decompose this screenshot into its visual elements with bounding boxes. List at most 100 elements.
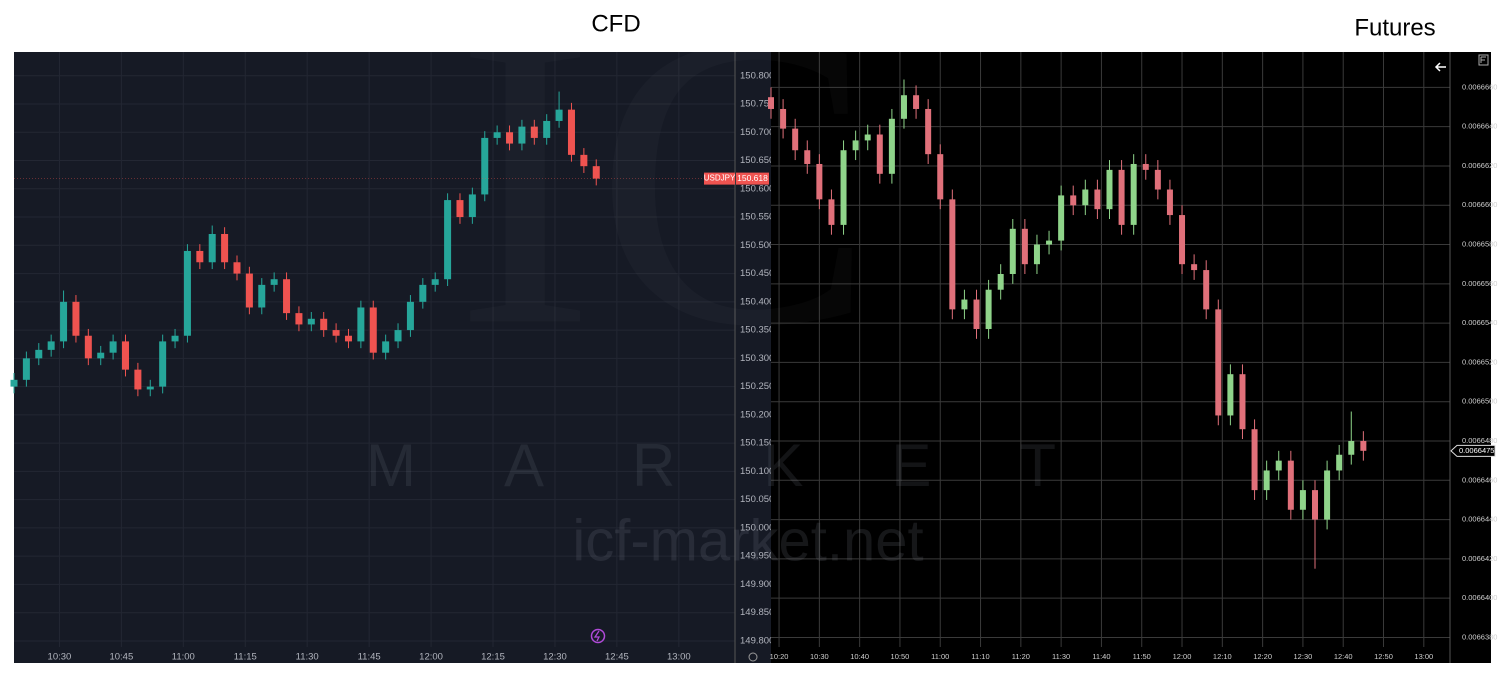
candle-body [295, 313, 303, 325]
back-arrow[interactable] [1434, 62, 1446, 72]
candle-body [567, 109, 575, 155]
candle-body [1251, 429, 1258, 491]
candle-body [768, 97, 774, 109]
y-tick-label: 0.0066420 [1462, 554, 1497, 563]
candle-body [35, 349, 43, 359]
x-tick-label: 11:10 [971, 652, 989, 661]
candle-body [444, 200, 452, 280]
candle-body [146, 386, 154, 390]
lightning-icon[interactable] [590, 628, 606, 644]
x-tick-label: 13:00 [1414, 652, 1433, 661]
candle-body [961, 299, 968, 310]
candle-body [518, 126, 526, 144]
candle-body [109, 341, 117, 353]
candle-body [208, 234, 216, 263]
x-tick-label: 12:30 [543, 652, 567, 663]
candle-body [481, 137, 489, 195]
price-tag-label: 0.0066475 [1459, 446, 1494, 455]
y-tick-label: 150.250 [740, 381, 774, 392]
candle-body [332, 330, 340, 336]
candle-body [10, 379, 18, 387]
candle-body [431, 279, 439, 285]
candle-body [233, 262, 241, 274]
candle-body [1166, 189, 1173, 216]
candle-body [419, 284, 427, 302]
y-tick-label: 150.350 [740, 325, 774, 336]
f-button[interactable] [1478, 54, 1489, 66]
settings-icon[interactable] [748, 652, 758, 662]
candle-body [888, 118, 895, 174]
candle-body [245, 273, 253, 308]
lightning-glyph [593, 630, 601, 642]
y-tick-label: 0.0066460 [1462, 475, 1497, 484]
candle-body [1094, 189, 1101, 210]
candle-body [84, 335, 92, 359]
candle-body [369, 307, 377, 353]
candle-body [320, 318, 328, 331]
y-tick-label: 150.150 [740, 438, 774, 449]
candle-body [60, 301, 68, 342]
candle-body [840, 150, 847, 225]
candle-body [382, 341, 390, 353]
candle-body [1360, 440, 1367, 451]
candle-body [1154, 169, 1161, 190]
candle-body [1263, 470, 1270, 491]
candle-body [592, 166, 600, 179]
y-tick-label: 0.0066600 [1462, 200, 1497, 209]
candle-body [973, 299, 980, 330]
candle-body [1324, 470, 1331, 520]
x-tick-label: 12:10 [1213, 652, 1232, 661]
candle-body [1336, 454, 1343, 471]
candle-body [1179, 215, 1186, 265]
candle-body [900, 95, 907, 119]
x-tick-label: 11:30 [296, 652, 319, 663]
x-tick-label: 11:30 [1052, 652, 1070, 661]
candle-body [1082, 189, 1089, 206]
y-tick-label: 0.0066580 [1462, 240, 1497, 249]
x-tick-label: 10:20 [770, 652, 789, 661]
candle-body [344, 335, 352, 342]
candle-body [580, 154, 588, 167]
chart-0: 149.800 149.850 149.900 149.950 150.000 150.0… [10, 10, 776, 663]
candle-body [913, 95, 920, 109]
candle-body [258, 284, 266, 308]
symbol-label: USDJPY [704, 174, 736, 183]
x-tick-label: 11:20 [1012, 652, 1030, 661]
x-tick-label: 10:45 [109, 652, 133, 663]
candle-body [196, 250, 204, 263]
candle-body [456, 200, 464, 218]
y-tick-label: 150.200 [740, 409, 774, 420]
candle-body [530, 126, 538, 138]
candle-body [406, 301, 414, 331]
y-tick-label: 0.0066440 [1462, 515, 1497, 524]
candle-body [1070, 195, 1077, 206]
candle-body [1009, 228, 1016, 275]
candle-body [937, 154, 944, 200]
candle-body [1118, 169, 1125, 225]
x-tick-label: 11:40 [1092, 652, 1110, 661]
x-tick-label: 12:50 [1374, 652, 1393, 661]
candle-body [270, 279, 278, 285]
y-tick-label: 149.800 [740, 635, 774, 646]
y-tick-label: 150.450 [740, 268, 774, 279]
x-tick-label: 11:15 [234, 652, 257, 663]
symbol-tag [704, 172, 735, 185]
candle-body [852, 140, 859, 151]
y-tick-label: 150.500 [740, 240, 774, 251]
y-tick-label: 150.750 [740, 99, 774, 110]
y-tick-label: 0.0066380 [1462, 632, 1497, 641]
candle-body [1142, 163, 1149, 170]
candle-body [828, 199, 835, 225]
candle-body [72, 301, 80, 336]
y-tick-label: 0.0066540 [1462, 318, 1497, 327]
x-tick-label: 12:15 [481, 652, 505, 663]
candle-body [949, 199, 956, 310]
chart-title: CFD [591, 10, 640, 37]
candle-body [1348, 440, 1355, 455]
y-tick-label: 0.0066640 [1462, 122, 1497, 131]
x-tick-label: 12:00 [1173, 652, 1192, 661]
candle-body [780, 108, 787, 129]
candle-body [1130, 163, 1137, 225]
y-tick-label: 150.650 [740, 155, 774, 166]
